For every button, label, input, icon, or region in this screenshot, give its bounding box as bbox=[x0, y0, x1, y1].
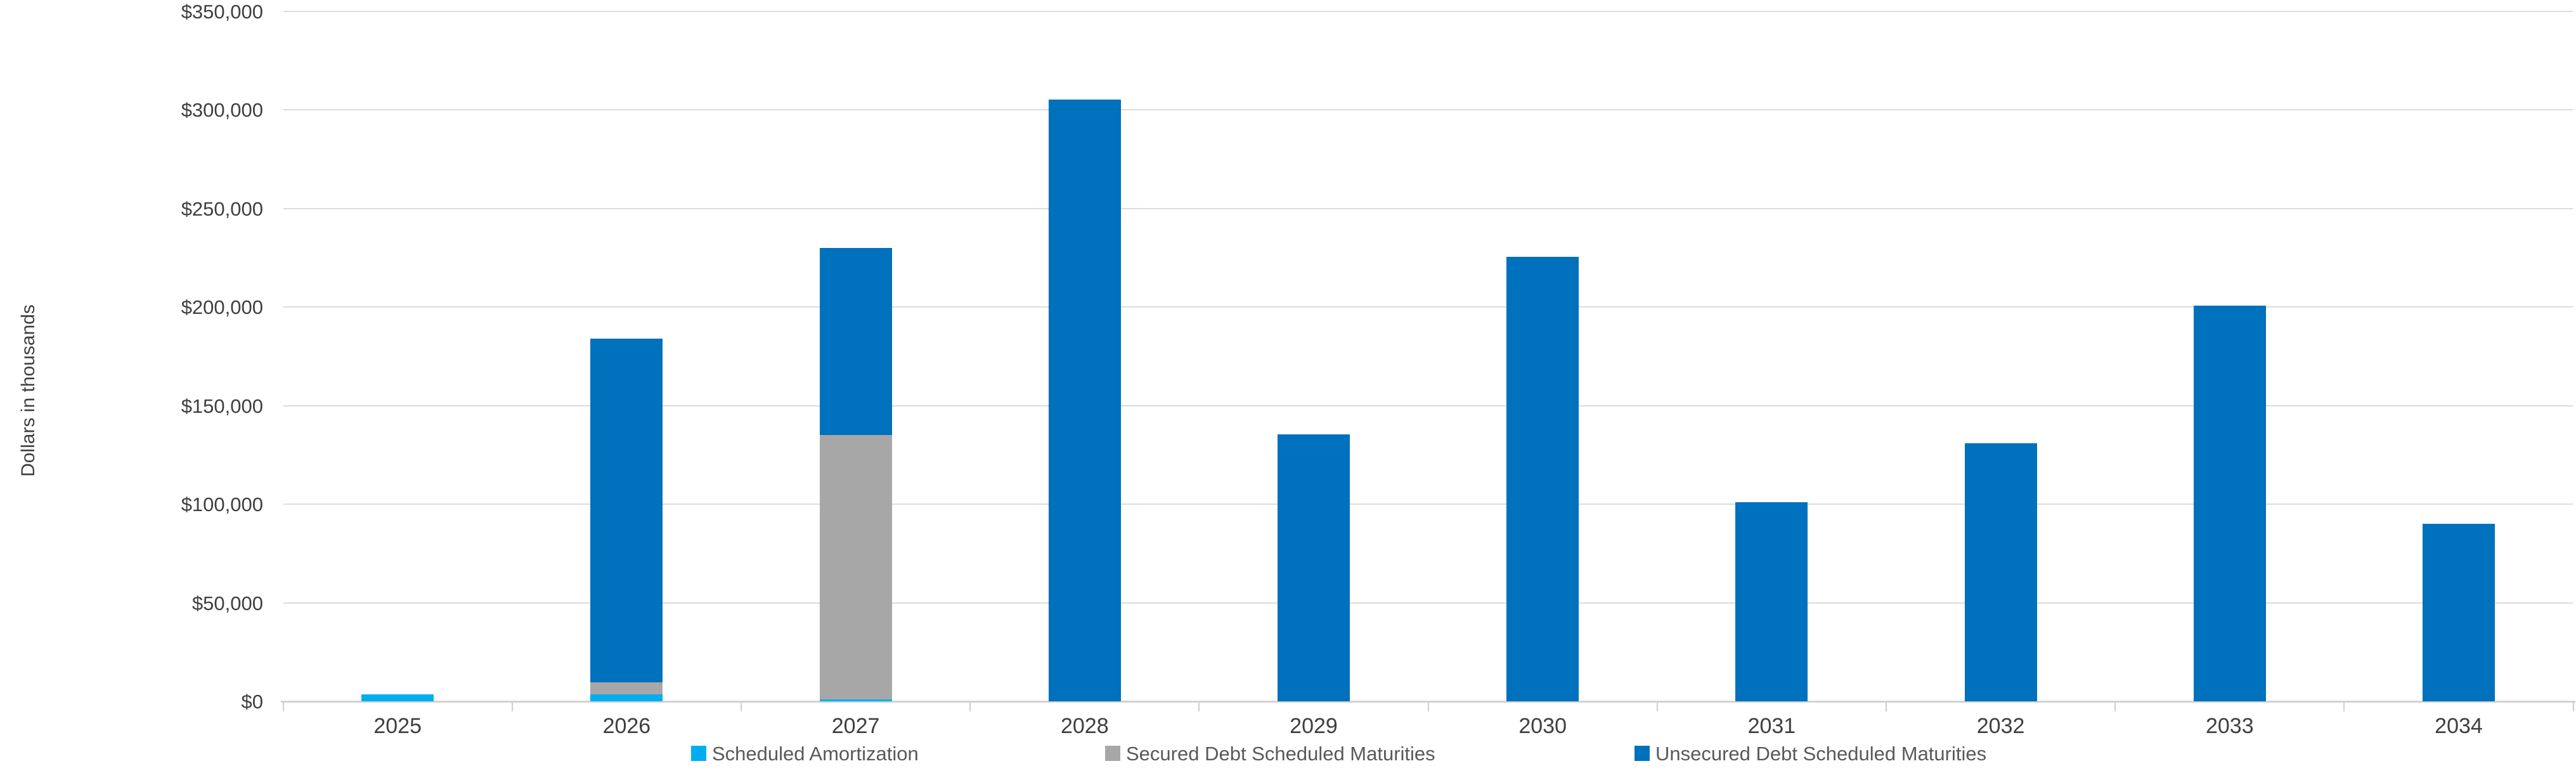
gridline-200000 bbox=[283, 306, 2573, 308]
legend-label: Unsecured Debt Scheduled Maturities bbox=[1655, 742, 1987, 765]
legend-label: Secured Debt Scheduled Maturities bbox=[1126, 742, 1435, 765]
x-axis-tick bbox=[511, 703, 513, 711]
y-axis-tick-label: $100,000 bbox=[181, 493, 263, 516]
x-axis-tick bbox=[2572, 703, 2574, 711]
bar-2026-scheduled-amortization bbox=[590, 694, 663, 701]
y-axis-tick-label: $250,000 bbox=[181, 197, 263, 220]
bar-2030-unsecured-debt-scheduled-maturities bbox=[1506, 256, 1579, 701]
gridline-300000 bbox=[283, 109, 2573, 110]
x-axis-line bbox=[281, 701, 2575, 703]
bar-2025-scheduled-amortization bbox=[361, 694, 434, 701]
bar-2028-unsecured-debt-scheduled-maturities bbox=[1048, 100, 1121, 701]
x-axis-tick bbox=[282, 703, 284, 711]
gridline-350000 bbox=[283, 10, 2573, 12]
bar-2031-unsecured-debt-scheduled-maturities bbox=[1735, 502, 1808, 701]
bar-2027-unsecured-debt-scheduled-maturities bbox=[819, 247, 892, 436]
bar-2026-secured-debt-scheduled-maturities bbox=[590, 682, 663, 695]
x-axis-label-2027: 2027 bbox=[831, 714, 880, 738]
x-axis-tick bbox=[1427, 703, 1429, 711]
x-axis-label-2029: 2029 bbox=[1290, 714, 1338, 738]
legend-item-scheduled-amortization: Scheduled Amortization bbox=[691, 743, 919, 763]
gridline-150000 bbox=[283, 405, 2573, 406]
y-axis-tick-label: $150,000 bbox=[181, 394, 263, 417]
gridline-100000 bbox=[283, 503, 2573, 505]
bar-2029-unsecured-debt-scheduled-maturities bbox=[1278, 434, 1350, 701]
x-axis-tick bbox=[1198, 703, 1200, 711]
x-axis-label-2031: 2031 bbox=[1747, 714, 1796, 738]
gridline-250000 bbox=[283, 207, 2573, 209]
legend-item-unsecured-debt-scheduled-maturities: Unsecured Debt Scheduled Maturities bbox=[1634, 743, 1986, 763]
x-axis-label-2025: 2025 bbox=[373, 714, 422, 738]
x-axis-label-2032: 2032 bbox=[1976, 714, 2025, 738]
bar-2027-secured-debt-scheduled-maturities bbox=[819, 435, 892, 699]
legend-item-secured-debt-scheduled-maturities: Secured Debt Scheduled Maturities bbox=[1105, 743, 1435, 763]
bar-2027-scheduled-amortization bbox=[819, 699, 892, 701]
x-axis-tick bbox=[2343, 703, 2345, 711]
x-axis-label-2030: 2030 bbox=[1518, 714, 1567, 738]
x-axis-label-2033: 2033 bbox=[2205, 714, 2254, 738]
y-axis-title: Dollars in thousands bbox=[18, 304, 39, 477]
x-axis-tick bbox=[741, 703, 742, 711]
bar-2032-unsecured-debt-scheduled-maturities bbox=[1964, 443, 2037, 701]
legend-swatch-icon bbox=[1105, 746, 1120, 761]
x-axis-tick bbox=[1656, 703, 1658, 711]
x-axis-tick bbox=[969, 703, 971, 711]
legend-swatch-icon bbox=[691, 746, 706, 761]
gridline-50000 bbox=[283, 602, 2573, 604]
y-axis-tick-label: $300,000 bbox=[181, 99, 263, 121]
x-axis-label-2034: 2034 bbox=[2435, 714, 2483, 738]
y-axis-tick-label: $0 bbox=[241, 691, 263, 713]
bar-2034-unsecured-debt-scheduled-maturities bbox=[2423, 524, 2495, 701]
x-axis-tick bbox=[1886, 703, 1887, 711]
y-axis-tick-label: $350,000 bbox=[181, 0, 263, 23]
legend-swatch-icon bbox=[1634, 746, 1650, 761]
bar-2026-unsecured-debt-scheduled-maturities bbox=[590, 338, 663, 683]
bar-2033-unsecured-debt-scheduled-maturities bbox=[2193, 306, 2266, 701]
x-axis-tick bbox=[2114, 703, 2116, 711]
y-axis-tick-label: $200,000 bbox=[181, 296, 263, 318]
x-axis-label-2028: 2028 bbox=[1060, 714, 1109, 738]
x-axis-label-2026: 2026 bbox=[602, 714, 651, 738]
y-axis-tick-label: $50,000 bbox=[191, 592, 263, 614]
legend-label: Scheduled Amortization bbox=[712, 742, 919, 765]
